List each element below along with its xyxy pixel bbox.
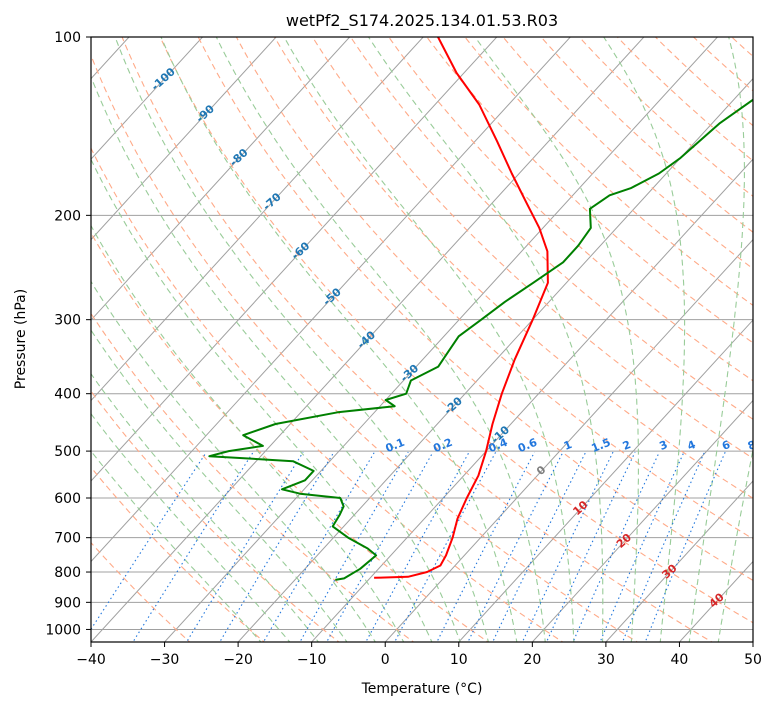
dry-adiabat bbox=[197, 37, 753, 582]
isotherm-line bbox=[0, 24, 68, 645]
mixing-ratio-line bbox=[219, 451, 335, 642]
moist-adiabat bbox=[688, 37, 745, 642]
isotherm-line bbox=[752, 641, 753, 642]
x-tick-label: −20 bbox=[223, 652, 253, 668]
x-tick-label: 30 bbox=[597, 652, 615, 668]
isotherm-line bbox=[91, 37, 645, 642]
moist-adiabat bbox=[91, 75, 461, 642]
isotherm-line bbox=[605, 480, 753, 642]
isotherm-line bbox=[91, 37, 498, 482]
mixing-ratio-line bbox=[299, 451, 409, 642]
isotherm-line bbox=[91, 37, 351, 321]
moist-adiabat bbox=[91, 280, 376, 642]
moist-adiabat bbox=[91, 329, 348, 642]
y-tick-label: 400 bbox=[54, 387, 81, 403]
isotherm-line bbox=[91, 37, 204, 160]
plot-frame bbox=[90, 36, 754, 643]
moist-adiabat bbox=[215, 37, 546, 642]
dry-adiabat bbox=[350, 37, 753, 420]
isotherm-line bbox=[531, 399, 753, 642]
dry-adiabat bbox=[159, 37, 753, 624]
dry-adiabat bbox=[91, 231, 490, 642]
y-tick-label: 500 bbox=[54, 444, 81, 460]
moist-adiabat bbox=[717, 446, 753, 642]
y-tick-label: 300 bbox=[54, 313, 81, 329]
y-tick-label: 200 bbox=[54, 208, 81, 224]
moist-adiabat bbox=[114, 37, 489, 642]
dry-adiabat bbox=[91, 53, 639, 642]
mixing-ratio-line bbox=[185, 451, 304, 642]
profile-lines bbox=[208, 37, 753, 581]
y-axis-title: Pressure (hPa) bbox=[13, 289, 29, 389]
y-axis: 1000 900 800 700 600 500 400 300 200 100 bbox=[45, 30, 91, 638]
moist-adiabat bbox=[283, 37, 575, 642]
x-tick-label: 0 bbox=[381, 652, 390, 668]
mixing-ratio-label: 8 bbox=[746, 438, 758, 453]
mixing-ratio-label: 1 bbox=[562, 438, 574, 453]
mixing-ratio-line bbox=[365, 451, 470, 642]
chart-title: wetPf2_S174.2025.134.01.53.R03 bbox=[286, 11, 558, 31]
plot-background bbox=[91, 37, 753, 642]
moist-adiabat bbox=[603, 37, 686, 642]
isotherm-line bbox=[384, 238, 753, 642]
mixing-ratio-label: 2 bbox=[621, 438, 633, 453]
moist-adiabat bbox=[367, 37, 604, 642]
dry-adiabat bbox=[540, 37, 753, 233]
y-tick-label: 900 bbox=[54, 595, 81, 611]
mixing-ratio-line bbox=[621, 451, 705, 642]
y-tick-label: 600 bbox=[54, 491, 81, 507]
x-axis: −40 −30 −20 −10 0 10 20 30 40 50 bbox=[76, 642, 762, 668]
mixing-ratio-line bbox=[326, 451, 434, 642]
moist-adiabat bbox=[91, 224, 405, 642]
x-tick-label: 40 bbox=[671, 652, 689, 668]
moist-adiabat bbox=[474, 37, 639, 642]
mixing-ratio-line bbox=[132, 451, 254, 642]
mixing-ratio-line bbox=[262, 451, 375, 642]
dry-adiabat bbox=[91, 466, 266, 642]
moist-adiabat bbox=[91, 412, 291, 642]
mixing-ratio-label: 3 bbox=[658, 438, 670, 453]
dry-adiabat bbox=[464, 37, 753, 307]
isotherm-line bbox=[237, 77, 753, 642]
dewpoint-profile bbox=[208, 98, 753, 581]
mixing-ratio-line bbox=[644, 451, 726, 642]
y-tick-label: 100 bbox=[54, 30, 81, 46]
y-tick-label: 1000 bbox=[45, 622, 81, 638]
moist-adiabat bbox=[160, 37, 518, 642]
x-tick-label: 20 bbox=[523, 652, 541, 668]
isotherm-line bbox=[310, 158, 753, 642]
x-tick-label: 50 bbox=[744, 652, 762, 668]
dry-adiabat bbox=[235, 37, 753, 540]
dry-adiabat bbox=[121, 37, 713, 642]
isotherm-line bbox=[163, 37, 719, 642]
dry-adiabat bbox=[502, 37, 753, 270]
background-lines bbox=[0, 24, 753, 645]
y-tick-label: 800 bbox=[54, 565, 81, 581]
y-tick-label: 700 bbox=[54, 531, 81, 547]
moist-adiabat bbox=[91, 372, 320, 642]
mixing-ratio-line bbox=[545, 451, 636, 642]
dry-adiabat bbox=[273, 37, 753, 499]
isotherm-line bbox=[91, 37, 572, 563]
mixing-ratio-line bbox=[572, 451, 660, 642]
x-tick-label: −10 bbox=[297, 652, 327, 668]
temperature-profile bbox=[374, 37, 549, 579]
x-tick-label: 10 bbox=[450, 652, 468, 668]
isotherm-line bbox=[91, 37, 277, 241]
isotherm-line bbox=[91, 37, 424, 402]
mixing-ratio-line bbox=[599, 451, 685, 642]
moist-adiabat bbox=[91, 450, 262, 642]
x-axis-title: Temperature (°C) bbox=[361, 681, 483, 697]
dry-adiabat bbox=[311, 37, 753, 460]
mixing-ratio-line bbox=[394, 451, 497, 642]
dry-adiabat bbox=[91, 312, 415, 642]
x-tick-label: −40 bbox=[76, 652, 106, 668]
x-tick-label: −30 bbox=[150, 652, 180, 668]
